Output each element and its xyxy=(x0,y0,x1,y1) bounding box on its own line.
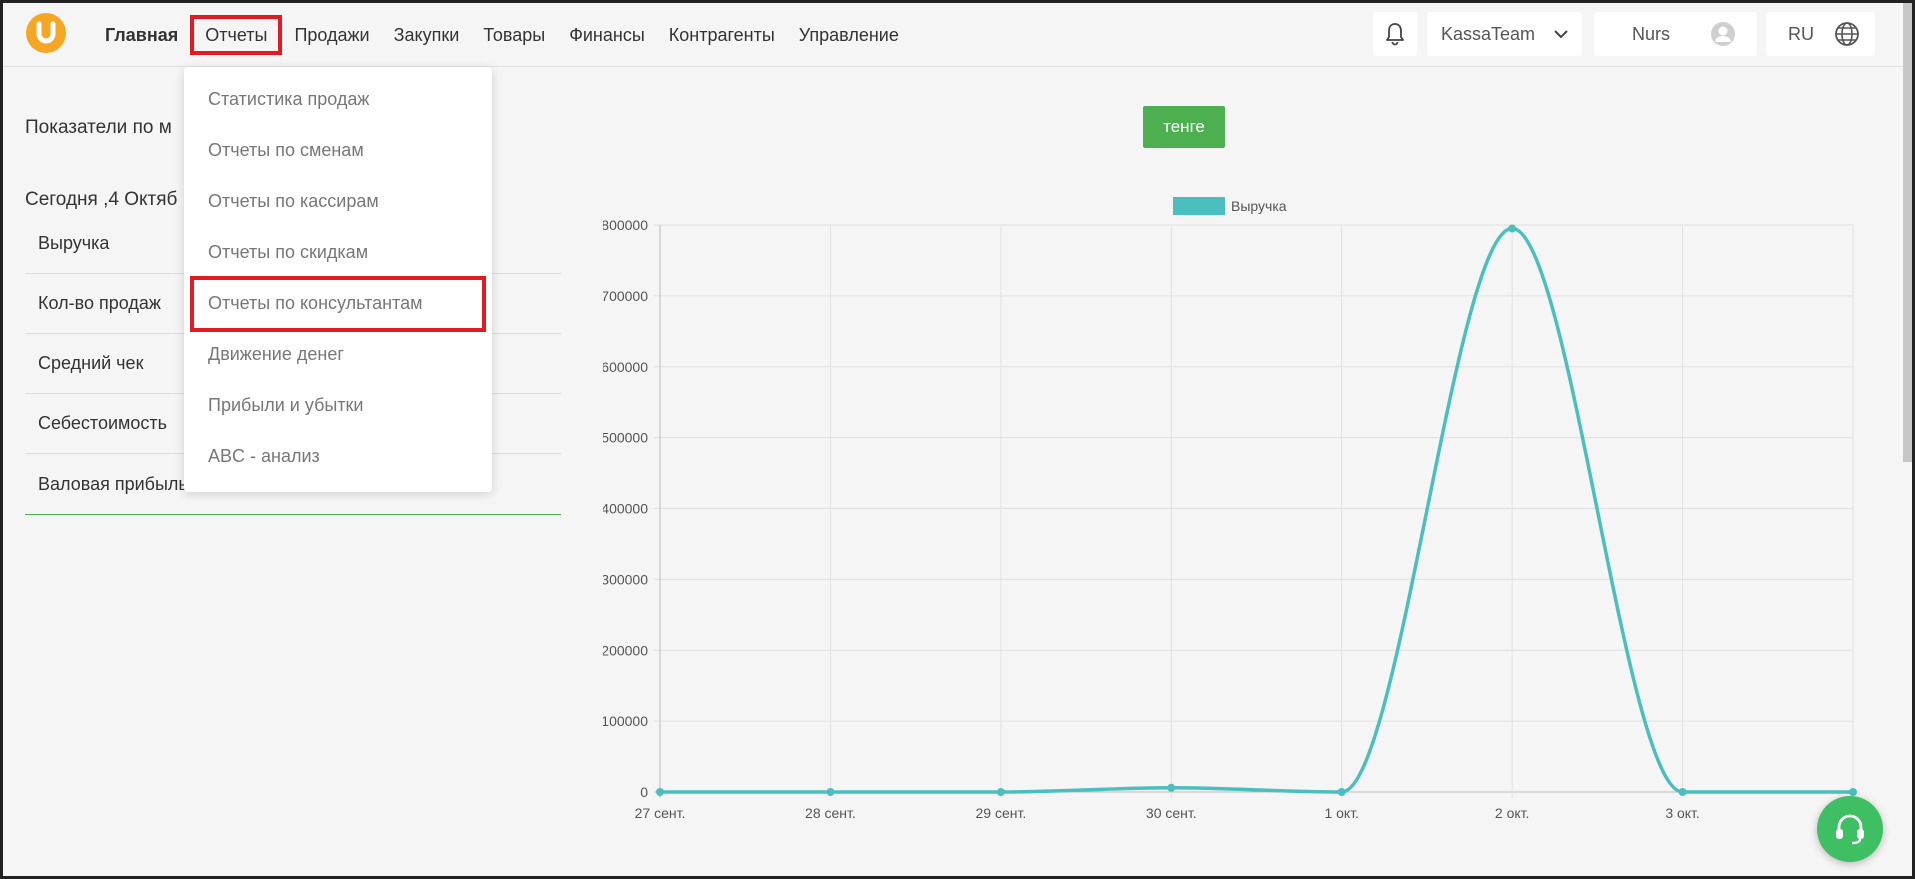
x-tick-label: 28 сент. xyxy=(805,805,856,821)
nav-item-management[interactable]: Управление xyxy=(798,24,899,45)
user-avatar-icon xyxy=(1711,22,1736,46)
user-menu[interactable]: Nurs xyxy=(1594,12,1757,56)
data-point[interactable] xyxy=(1678,788,1687,796)
y-tick-label: 300000 xyxy=(603,571,648,587)
nav-item-purchases[interactable]: Закупки xyxy=(393,24,460,45)
user-name: Nurs xyxy=(1632,23,1671,44)
menu-item-cash-flow[interactable]: Движение денег xyxy=(208,344,344,364)
y-tick-label: 0 xyxy=(640,784,648,800)
headset-icon xyxy=(1836,814,1864,845)
language-code: RU xyxy=(1788,23,1814,44)
nav-item-products[interactable]: Товары xyxy=(483,24,546,45)
data-point[interactable] xyxy=(656,788,664,796)
menu-item-discount-reports[interactable]: Отчеты по скидкам xyxy=(208,242,369,262)
y-tick-label: 400000 xyxy=(603,501,648,517)
revenue-line-chart: 0 100000 200000 300000 400000 500000 600000 700… xyxy=(603,197,1857,821)
data-point[interactable] xyxy=(1337,788,1346,796)
series-line-revenue xyxy=(659,226,1853,794)
menu-item-sales-statistics[interactable]: Статистика продаж xyxy=(208,89,370,109)
support-chat-button[interactable] xyxy=(1817,796,1883,862)
metric-label: Себестоимость xyxy=(38,413,168,433)
y-tick-label: 200000 xyxy=(603,642,648,658)
panel-title: Показатели по м xyxy=(25,117,172,138)
x-tick-label: 1 окт. xyxy=(1324,805,1359,821)
data-point[interactable] xyxy=(826,788,835,796)
logo-u-icon xyxy=(36,21,56,44)
data-point[interactable] xyxy=(996,788,1005,796)
app-logo[interactable] xyxy=(26,13,66,53)
language-selector[interactable]: RU xyxy=(1766,12,1875,56)
x-tick-label: 29 сент. xyxy=(975,805,1026,821)
nav-item-home[interactable]: Главная xyxy=(105,24,179,45)
panel-date: Сегодня ,4 Октяб xyxy=(25,189,178,210)
metric-row-gross-profit: Валовая прибыль xyxy=(25,454,561,514)
company-name: KassaTeam xyxy=(1441,23,1536,44)
menu-item-highlight xyxy=(190,276,486,332)
bell-icon xyxy=(1386,23,1404,46)
x-tick-label: 27 сент. xyxy=(635,805,686,821)
data-point[interactable] xyxy=(1508,224,1517,233)
nav-item-finance[interactable]: Финансы xyxy=(569,24,645,45)
data-point[interactable] xyxy=(1167,783,1176,792)
currency-toggle-button[interactable]: тенге xyxy=(1143,106,1225,148)
metrics-table: Выручка Кол-во продаж Средний чек Себест… xyxy=(25,214,561,515)
menu-item-cashier-reports[interactable]: Отчеты по кассирам xyxy=(208,191,379,211)
y-tick-label: 100000 xyxy=(603,713,648,729)
metric-label: Выручка xyxy=(38,233,110,253)
y-tick-label: 500000 xyxy=(603,430,648,446)
legend-swatch xyxy=(1173,197,1225,215)
metric-label: Средний чек xyxy=(38,353,144,373)
top-navbar: Главная Отчеты Продажи Закупки Товары Фи… xyxy=(3,3,1912,67)
main-nav: Главная Отчеты Продажи Закупки Товары Фи… xyxy=(101,3,911,67)
page-scrollbar[interactable] xyxy=(1903,3,1912,462)
globe-icon xyxy=(1835,22,1859,46)
x-tick-label: 2 окт. xyxy=(1495,805,1530,821)
nav-item-counterparties[interactable]: Контрагенты xyxy=(668,24,775,45)
x-tick-label: 3 окт. xyxy=(1665,805,1700,821)
company-selector[interactable]: KassaTeam xyxy=(1427,12,1582,56)
y-tick-label: 800000 xyxy=(603,217,648,233)
menu-item-profit-loss[interactable]: Прибыли и убытки xyxy=(208,395,364,415)
metric-label: Кол-во продаж xyxy=(38,293,161,313)
reports-dropdown-menu: Статистика продаж Отчеты по сменам Отчет… xyxy=(184,67,492,492)
y-tick-label: 600000 xyxy=(603,359,648,375)
chevron-down-icon xyxy=(1554,30,1568,39)
metric-label: Валовая прибыль xyxy=(38,473,188,494)
notifications-button[interactable] xyxy=(1373,12,1417,56)
y-tick-label: 700000 xyxy=(603,288,648,304)
nav-item-reports[interactable]: Отчеты xyxy=(190,15,283,55)
menu-item-abc-analysis[interactable]: ABC - анализ xyxy=(208,446,320,466)
data-point[interactable] xyxy=(1849,788,1857,796)
x-tick-label: 30 сент. xyxy=(1146,805,1197,821)
menu-item-shift-reports[interactable]: Отчеты по сменам xyxy=(208,140,364,160)
nav-item-sales[interactable]: Продажи xyxy=(294,24,370,45)
menu-item-consultant-reports[interactable]: Отчеты по консультантам xyxy=(208,293,423,313)
legend-label: Выручка xyxy=(1231,198,1287,214)
